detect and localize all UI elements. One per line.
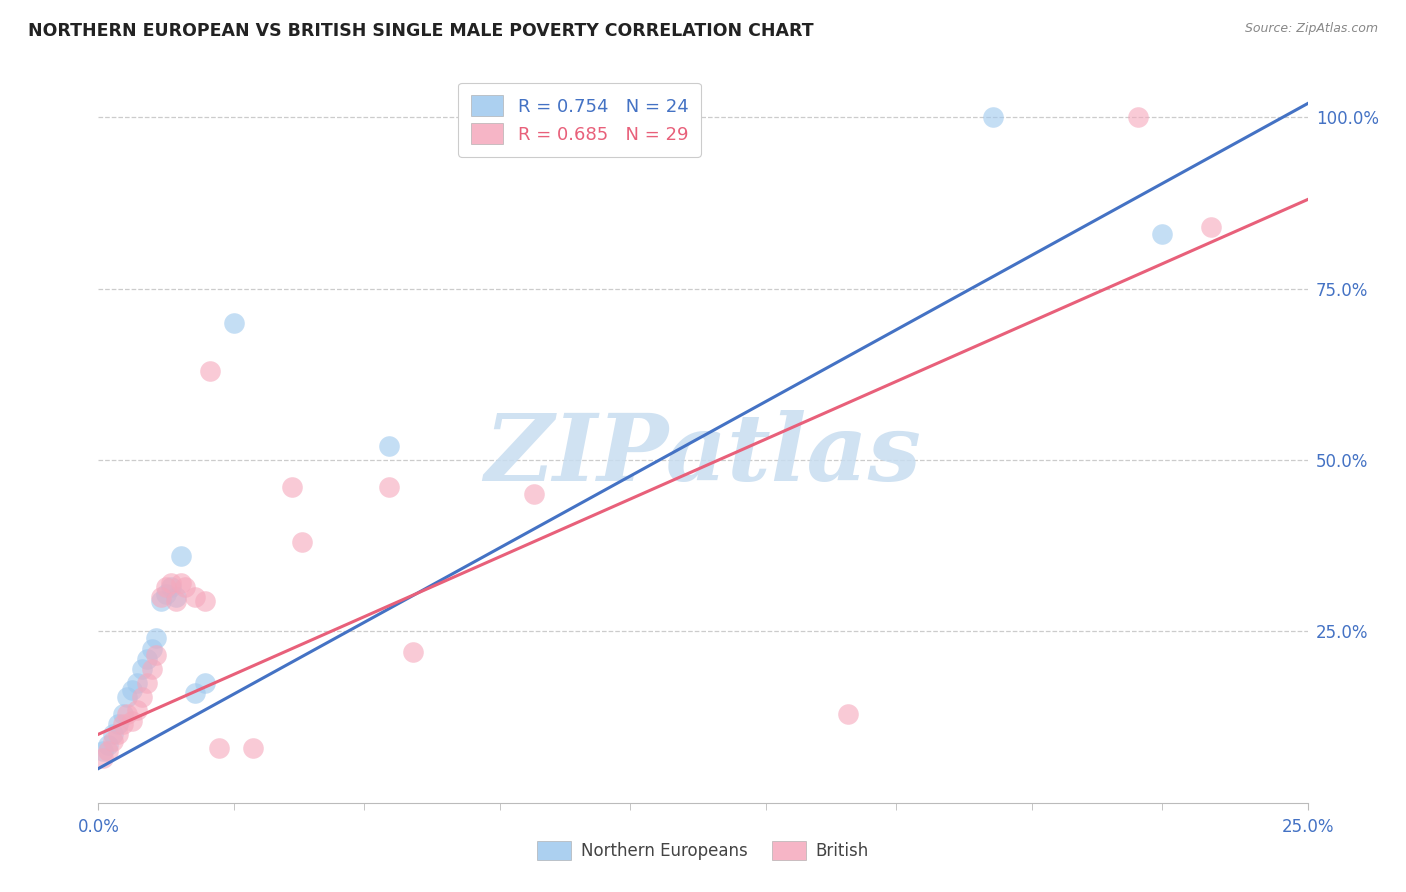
Point: [290, 535, 312, 549]
Point: [97, 744, 120, 758]
Point: [160, 576, 183, 591]
Point: [619, 110, 641, 124]
Point: [101, 734, 124, 748]
Point: [127, 703, 149, 717]
Point: [222, 316, 245, 330]
Text: Source: ZipAtlas.com: Source: ZipAtlas.com: [1244, 22, 1378, 36]
Point: [127, 676, 149, 690]
Point: [523, 487, 546, 501]
Point: [155, 587, 177, 601]
Point: [141, 662, 163, 676]
Point: [160, 580, 183, 594]
Point: [1152, 227, 1174, 241]
Text: NORTHERN EUROPEAN VS BRITISH SINGLE MALE POVERTY CORRELATION CHART: NORTHERN EUROPEAN VS BRITISH SINGLE MALE…: [28, 22, 814, 40]
Point: [111, 717, 134, 731]
Point: [402, 645, 425, 659]
Point: [837, 706, 859, 721]
Point: [135, 652, 157, 666]
Point: [111, 706, 134, 721]
Legend: Northern Europeans, British: Northern Europeans, British: [529, 832, 877, 869]
Point: [97, 738, 120, 752]
Point: [1199, 219, 1222, 234]
Point: [145, 632, 167, 646]
Point: [117, 706, 139, 721]
Point: [141, 641, 163, 656]
Point: [208, 741, 231, 756]
Point: [981, 110, 1004, 124]
Point: [194, 676, 217, 690]
Point: [165, 590, 187, 604]
Point: [184, 590, 207, 604]
Text: ZIPatlas: ZIPatlas: [485, 409, 921, 500]
Point: [169, 576, 191, 591]
Point: [184, 686, 207, 700]
Point: [174, 580, 197, 594]
Point: [194, 593, 217, 607]
Point: [131, 662, 153, 676]
Point: [107, 727, 129, 741]
Point: [155, 580, 177, 594]
Point: [242, 741, 264, 756]
Point: [91, 751, 114, 765]
Point: [121, 714, 143, 728]
Point: [198, 364, 221, 378]
Point: [107, 717, 129, 731]
Point: [169, 549, 191, 563]
Point: [281, 480, 304, 494]
Point: [1128, 110, 1150, 124]
Point: [150, 590, 173, 604]
Point: [135, 676, 157, 690]
Point: [91, 744, 114, 758]
Point: [377, 480, 399, 494]
Point: [117, 690, 139, 704]
Point: [150, 593, 173, 607]
Point: [165, 593, 187, 607]
Point: [131, 690, 153, 704]
Point: [121, 682, 143, 697]
Point: [145, 648, 167, 663]
Point: [101, 727, 124, 741]
Point: [377, 439, 399, 453]
